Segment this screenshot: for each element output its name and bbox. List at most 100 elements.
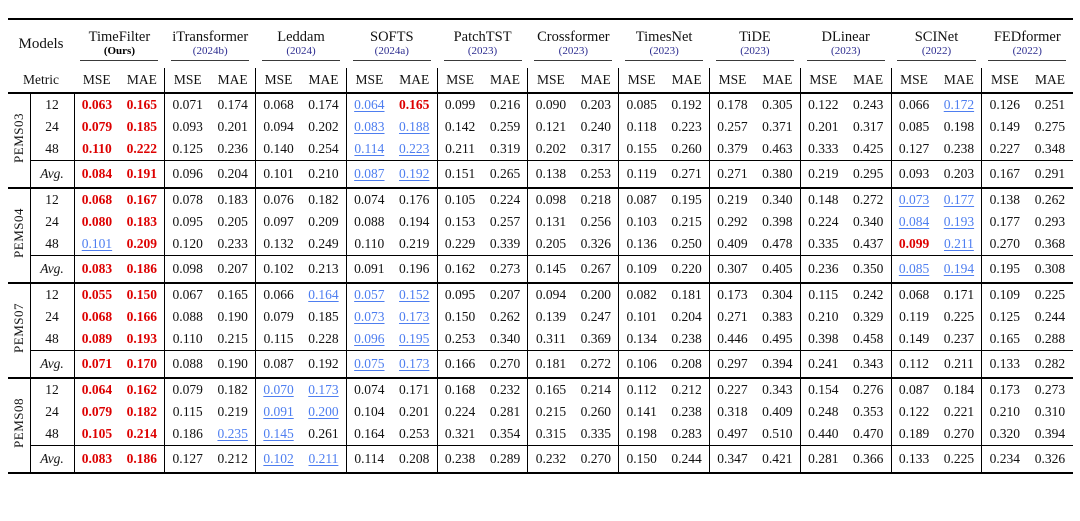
value-cell: 0.463 <box>762 141 793 156</box>
value-cell: 0.093 <box>164 116 211 138</box>
value-cell: 0.099 <box>436 93 483 116</box>
mae-column-header: MAE <box>399 72 430 87</box>
value-cell: 0.211 <box>943 236 974 251</box>
value-cell: 0.204 <box>671 309 702 324</box>
value-cell: 0.105 <box>436 188 483 211</box>
horizon-label: 12 <box>45 97 59 112</box>
value-cell: 0.237 <box>943 331 975 346</box>
value-cell: 0.079 <box>164 378 211 401</box>
value-cell: 0.340 <box>489 331 521 346</box>
value-cell: 0.162 <box>436 255 483 283</box>
value-cell: 0.115 <box>799 283 846 306</box>
value-cell: 0.074 <box>345 378 392 401</box>
value-cell: 0.125 <box>164 138 211 161</box>
mae-column-header: MAE <box>1034 72 1065 87</box>
value-cell: 0.236 <box>217 141 248 156</box>
value-cell: 0.192 <box>300 350 347 378</box>
value-cell: 0.260 <box>671 141 702 156</box>
value-cell: 0.138 <box>981 188 1028 211</box>
value-cell: 0.118 <box>618 116 665 138</box>
table-row: 48 0.110 0.222 0.125 0.236 0.140 0.254 0.114 0.2… <box>8 138 1073 161</box>
value-cell: 0.219 <box>217 404 248 419</box>
value-cell: 0.173 <box>981 378 1028 401</box>
value-cell: 0.283 <box>671 426 702 441</box>
value-cell: 0.228 <box>308 331 339 346</box>
value-cell: 0.087 <box>618 188 665 211</box>
value-cell: 0.066 <box>890 93 937 116</box>
model-header-fedformer: FEDformer (2022) <box>982 19 1073 68</box>
value-cell: 0.201 <box>217 119 248 134</box>
value-cell: 0.275 <box>1034 119 1066 134</box>
value-cell: 0.126 <box>981 93 1028 116</box>
mse-column-header: MSE <box>618 68 665 93</box>
value-cell: 0.271 <box>709 306 755 328</box>
value-cell: 0.241 <box>799 350 846 378</box>
value-cell: 0.319 <box>489 141 521 156</box>
value-cell: 0.148 <box>799 188 846 211</box>
value-cell: 0.162 <box>126 382 158 397</box>
value-cell: 0.311 <box>527 328 574 351</box>
horizon-label: 48 <box>45 426 59 441</box>
value-cell: 0.208 <box>391 445 438 473</box>
value-cell: 0.071 <box>73 350 120 378</box>
mae-column-header: MAE <box>490 72 520 87</box>
value-cell: 0.234 <box>981 445 1028 473</box>
value-cell: 0.379 <box>709 138 755 161</box>
value-cell: 0.293 <box>1034 214 1066 229</box>
value-cell: 0.198 <box>618 423 665 446</box>
value-cell: 0.188 <box>399 119 430 134</box>
value-cell: 0.084 <box>890 211 937 233</box>
dataset-label: PEMS08 <box>8 378 31 473</box>
value-cell: 0.333 <box>799 138 846 161</box>
header-midrule <box>897 59 976 61</box>
dataset-block-pems04: PEMS04 12 0.068 0.167 0.078 0.183 0.076 0.182 0.… <box>8 188 1073 283</box>
mae-column-header: MAE <box>943 72 974 87</box>
value-cell: 0.219 <box>799 160 846 188</box>
value-cell: 0.250 <box>671 236 702 251</box>
value-cell: 0.150 <box>436 306 483 328</box>
table-row: 24 0.080 0.183 0.095 0.205 0.097 0.209 0.088 0.1… <box>8 211 1073 233</box>
value-cell: 0.497 <box>709 423 755 446</box>
value-cell: 0.182 <box>126 404 158 419</box>
value-cell: 0.164 <box>308 287 339 302</box>
horizon-label: Avg. <box>30 445 74 473</box>
table-row: 24 0.068 0.166 0.088 0.190 0.079 0.185 0.073 0.1… <box>8 306 1073 328</box>
value-cell: 0.202 <box>308 119 339 134</box>
table-row: 24 0.079 0.182 0.115 0.219 0.091 0.200 0.104 0.2… <box>8 401 1073 423</box>
value-cell: 0.262 <box>1034 192 1066 207</box>
value-cell: 0.127 <box>164 445 211 473</box>
model-header-patchtst: PatchTST (2023) <box>437 19 528 68</box>
model-name: PatchTST <box>453 28 512 45</box>
value-cell: 0.190 <box>210 350 256 378</box>
value-cell: 0.083 <box>73 255 120 283</box>
model-name: iTransformer <box>172 28 249 45</box>
value-cell: 0.242 <box>852 287 884 302</box>
value-cell: 0.195 <box>671 192 702 207</box>
value-cell: 0.223 <box>671 119 702 134</box>
value-cell: 0.149 <box>890 328 937 351</box>
model-year: (2023) <box>649 44 679 57</box>
dataset-block-pems08: PEMS08 12 0.064 0.162 0.079 0.182 0.070 0.173 0.… <box>8 378 1073 473</box>
value-cell: 0.174 <box>217 97 248 112</box>
value-cell: 0.227 <box>981 138 1028 161</box>
value-cell: 0.088 <box>345 211 392 233</box>
value-cell: 0.211 <box>936 350 982 378</box>
value-cell: 0.173 <box>308 382 339 397</box>
value-cell: 0.195 <box>399 331 430 346</box>
model-year: (2022) <box>1012 44 1042 57</box>
value-cell: 0.315 <box>527 423 574 446</box>
mae-column-header: MAE <box>126 72 157 87</box>
value-cell: 0.409 <box>709 233 755 256</box>
value-cell: 0.272 <box>852 192 884 207</box>
value-cell: 0.210 <box>799 306 846 328</box>
value-cell: 0.064 <box>345 93 392 116</box>
value-cell: 0.151 <box>436 160 483 188</box>
model-year: (2024a) <box>374 44 409 57</box>
value-cell: 0.087 <box>890 378 937 401</box>
mse-column-header: MSE <box>981 68 1028 93</box>
value-cell: 0.209 <box>126 236 158 251</box>
value-cell: 0.297 <box>709 350 755 378</box>
value-cell: 0.251 <box>1034 97 1066 112</box>
value-cell: 0.195 <box>981 255 1028 283</box>
value-cell: 0.326 <box>1027 445 1073 473</box>
